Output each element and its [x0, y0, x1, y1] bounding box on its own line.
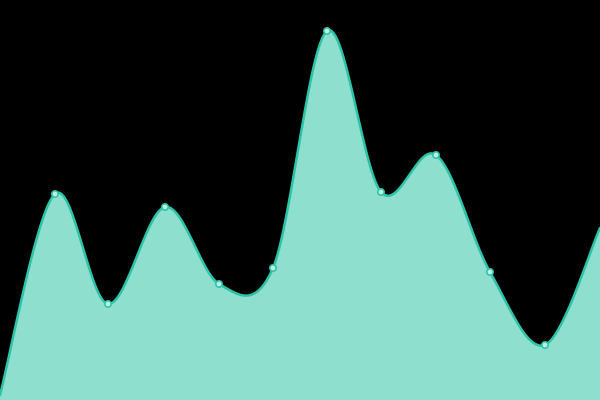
data-point-marker: [215, 279, 224, 288]
data-point-marker: [431, 151, 440, 160]
data-point-marker: [104, 299, 113, 308]
data-point-marker: [161, 203, 170, 212]
data-point-marker: [268, 263, 277, 272]
data-point-marker: [322, 26, 331, 35]
data-point-marker: [485, 267, 494, 276]
data-point-markers: [50, 26, 549, 349]
data-point-marker: [50, 190, 59, 199]
area-fill: [0, 30, 600, 400]
data-point-marker: [540, 340, 549, 349]
data-point-marker: [376, 188, 385, 197]
